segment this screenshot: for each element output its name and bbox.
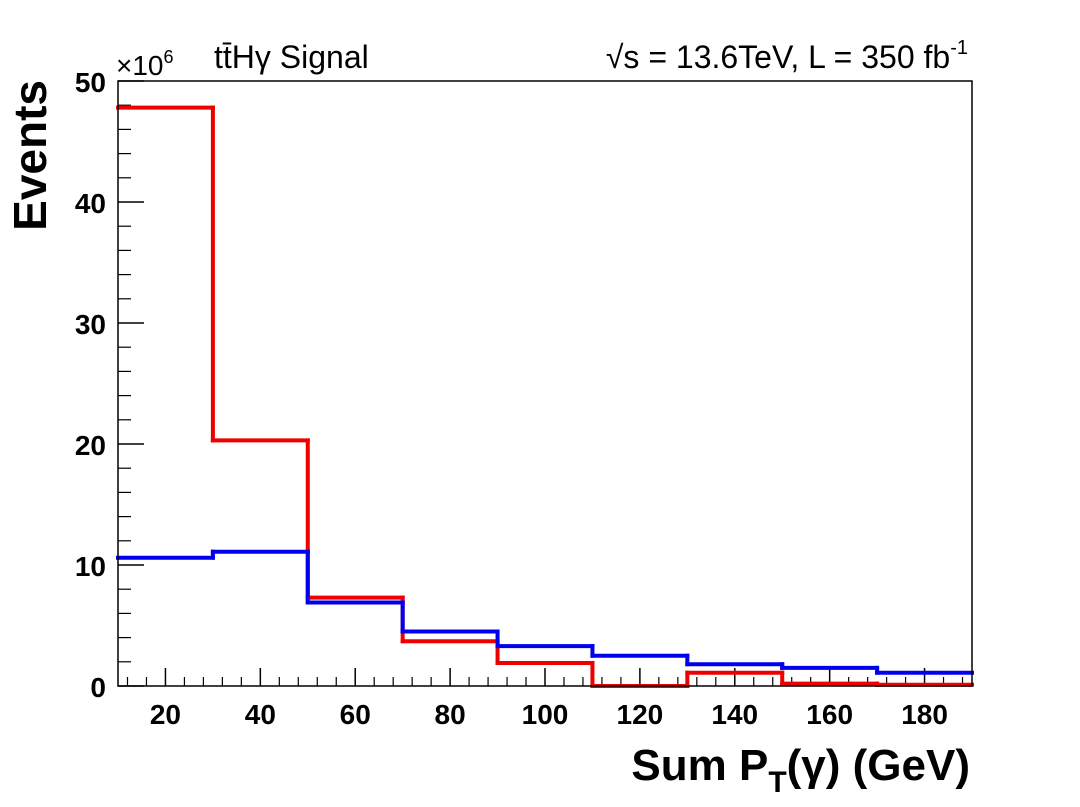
x-axis-label-subscript: T bbox=[768, 766, 786, 799]
tick-label-layer: 20 40 60 80 100 120 140 160 180 0 10 20 30 40 50 bbox=[75, 67, 948, 730]
x-tick-label: 140 bbox=[711, 699, 758, 730]
sqrt-s-label: √s bbox=[606, 39, 640, 75]
x-tick-label: 20 bbox=[150, 699, 181, 730]
y-tick-label: 20 bbox=[75, 430, 106, 461]
x-axis-label-main: Sum P bbox=[631, 741, 768, 790]
x-tick-label: 60 bbox=[340, 699, 371, 730]
x-tick-label: 80 bbox=[435, 699, 466, 730]
series-blue bbox=[116, 549, 974, 675]
y-axis-label: Events bbox=[4, 80, 56, 231]
y-tick-label: 40 bbox=[75, 188, 106, 219]
y-tick-label: 30 bbox=[75, 309, 106, 340]
x-tick-label: 180 bbox=[901, 699, 948, 730]
series-layer bbox=[116, 105, 974, 688]
energy-luminosity-label: = 13.6TeV, L = 350 fb bbox=[639, 39, 950, 75]
luminosity-exponent: -1 bbox=[950, 37, 968, 59]
y-multiplier-base: ×10 bbox=[116, 50, 164, 81]
series-red bbox=[116, 105, 974, 688]
y-tick-label: 10 bbox=[75, 551, 106, 582]
y-multiplier: ×106 bbox=[116, 47, 174, 81]
x-tick-label: 160 bbox=[806, 699, 853, 730]
chart-title-right: √s = 13.6TeV, L = 350 fb-1 bbox=[606, 37, 968, 75]
tick-layer bbox=[118, 80, 964, 687]
x-axis-label-rest: (γ) (GeV) bbox=[787, 741, 970, 790]
y-tick-label: 50 bbox=[75, 67, 106, 98]
y-tick-label: 0 bbox=[90, 672, 106, 703]
x-axis-label: Sum PT(γ) (GeV) bbox=[631, 741, 970, 799]
x-tick-label: 120 bbox=[617, 699, 664, 730]
chart-title-left: tt̄Hγ Signal bbox=[214, 39, 369, 75]
x-tick-label: 40 bbox=[245, 699, 276, 730]
plot-frame bbox=[117, 80, 973, 687]
y-multiplier-exp: 6 bbox=[164, 47, 174, 67]
x-tick-label: 100 bbox=[522, 699, 569, 730]
